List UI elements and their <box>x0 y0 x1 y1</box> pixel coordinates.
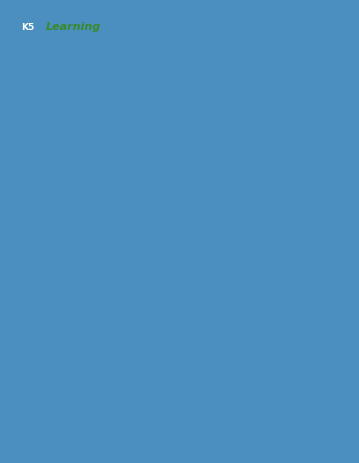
Text: 4): 4) <box>15 230 23 239</box>
Text: $5^2 \times 2^3$: $5^2 \times 2^3$ <box>27 226 69 243</box>
Text: $12^2 + (-1)^{501}$: $12^2 + (-1)^{501}$ <box>197 269 276 286</box>
Text: $0^3 \times (-9)^2$: $0^3 \times (-9)^2$ <box>27 269 88 286</box>
Text: bases: bases <box>14 64 59 78</box>
Text: 6): 6) <box>15 316 23 325</box>
Text: Online reading & math for K-5: Online reading & math for K-5 <box>14 435 129 444</box>
Text: Solve the following expressions.: Solve the following expressions. <box>14 91 160 100</box>
Text: $0^{88} + 19^{19}$: $0^{88} + 19^{19}$ <box>197 98 257 114</box>
Text: K5: K5 <box>22 22 34 31</box>
FancyBboxPatch shape <box>4 4 355 459</box>
Text: 10): 10) <box>183 273 196 282</box>
Text: $9^2 \times (-1)^3$: $9^2 \times (-1)^3$ <box>27 97 88 114</box>
Text: 9): 9) <box>183 230 191 239</box>
Text: $1^7 \times (-115)^1$: $1^7 \times (-115)^1$ <box>27 312 103 329</box>
Text: $0^{20} - (-9)^1$: $0^{20} - (-9)^1$ <box>27 183 93 200</box>
Text: Equations with exponents – including negative: Equations with exponents – including neg… <box>14 46 359 60</box>
Text: 2): 2) <box>15 144 23 153</box>
Text: 7): 7) <box>183 144 191 153</box>
Text: $2^8 + (-11)^2$: $2^8 + (-11)^2$ <box>197 183 265 200</box>
Text: Learning: Learning <box>46 22 101 32</box>
Text: Grade 6 Exponents Worksheet: Grade 6 Exponents Worksheet <box>14 81 159 90</box>
Text: 5): 5) <box>15 273 23 282</box>
Text: $0^{113} + (-8)^2$: $0^{113} + (-8)^2$ <box>197 312 268 329</box>
Text: 3): 3) <box>15 187 23 196</box>
Text: 1): 1) <box>15 101 23 110</box>
Text: www.k5learning.com: www.k5learning.com <box>265 435 345 444</box>
Text: 8): 8) <box>183 187 191 196</box>
Text: 12): 12) <box>183 316 196 325</box>
Text: $(-2)^5 + 3^2$: $(-2)^5 + 3^2$ <box>27 140 88 157</box>
Text: $6^2 \div (-3)^1$: $6^2 \div (-3)^1$ <box>197 225 258 243</box>
Text: 6): 6) <box>183 101 191 110</box>
Text: $(-222)^0 + 0^{222}$: $(-222)^0 + 0^{222}$ <box>197 140 283 157</box>
